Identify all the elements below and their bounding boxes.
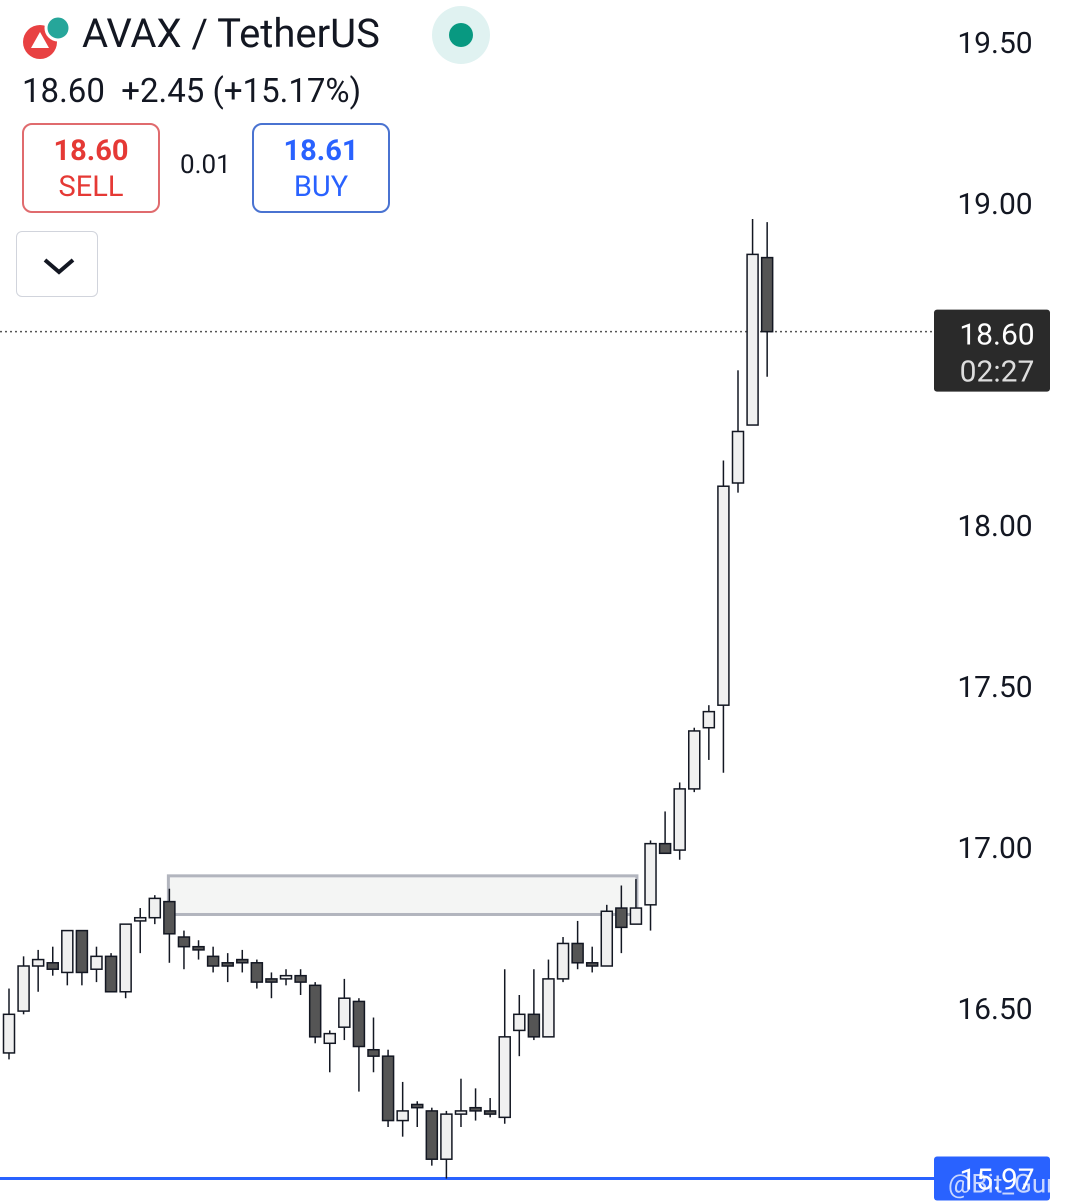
y-tick-label: 17.00 <box>957 831 1032 866</box>
candle-down <box>410 1103 424 1109</box>
candle-down <box>177 936 191 948</box>
candle-down <box>46 962 59 970</box>
price: 18.60 <box>22 72 105 111</box>
price-tag-countdown: 02:27 <box>960 355 1035 390</box>
candle-up <box>90 955 103 970</box>
candle-up <box>644 842 657 906</box>
candle-down <box>658 842 672 855</box>
candle-up <box>454 1110 468 1115</box>
symbol-icon <box>23 14 72 59</box>
price-tag <box>934 309 1050 392</box>
candle-down <box>75 929 89 974</box>
zone-box <box>166 874 639 916</box>
sell-label: SELL <box>58 170 124 204</box>
candle-down <box>425 1110 439 1160</box>
candle-down <box>571 942 584 964</box>
candle-up <box>673 788 686 851</box>
candle-down <box>352 1000 366 1048</box>
chevron <box>43 258 75 275</box>
buy-price: 18.61 <box>283 134 359 168</box>
candle-up <box>323 1032 337 1045</box>
candle-down <box>265 978 278 983</box>
candle-down <box>250 962 264 983</box>
candle-up <box>629 907 643 925</box>
candle-down <box>163 900 176 935</box>
market-status[interactable] <box>432 6 490 64</box>
candle-up <box>279 974 293 980</box>
candle-down <box>104 955 118 993</box>
buy-button[interactable]: 18.61 BUY <box>252 123 390 213</box>
candle-down <box>615 907 628 929</box>
candle-up <box>513 1013 526 1032</box>
candle-up <box>731 430 745 484</box>
candle-up <box>542 978 555 1038</box>
candle-down <box>483 1110 497 1115</box>
candle-up <box>600 910 614 967</box>
candle-up <box>148 897 162 919</box>
candle-up <box>556 942 570 980</box>
candle-down <box>236 958 249 964</box>
low-tag-value: 15.97 <box>959 1163 1034 1198</box>
spread: 0.01 <box>180 150 231 180</box>
candle-down <box>367 1048 380 1057</box>
y-tick-label: 16.50 <box>957 992 1032 1027</box>
candle-down <box>308 984 322 1038</box>
change: +2.45 <box>121 72 205 111</box>
candle-up <box>702 710 716 729</box>
candle-down <box>760 256 774 333</box>
collapse-button[interactable] <box>16 231 98 297</box>
candle-down <box>192 945 205 951</box>
candle-up <box>688 730 701 790</box>
y-tick-label: 19.50 <box>957 26 1032 61</box>
price-line: 18.60 +2.45 (+15.17%) <box>22 72 361 111</box>
candle-up <box>17 965 30 1012</box>
y-tick-label: 19.00 <box>957 187 1032 222</box>
candle-up <box>31 958 45 967</box>
y-tick-label: 17.50 <box>957 670 1032 705</box>
candle-up <box>440 1113 453 1160</box>
candle-up <box>61 929 74 974</box>
candle-down <box>206 955 220 967</box>
sell-price: 18.60 <box>53 134 129 168</box>
candle-up <box>746 253 759 426</box>
candle-up <box>119 923 132 993</box>
candle-down <box>294 974 307 983</box>
candle-down <box>469 1106 482 1112</box>
candle-up <box>717 485 730 706</box>
candle-down <box>221 962 234 967</box>
change-pct: (+15.17%) <box>212 72 362 111</box>
candle-up <box>498 1036 511 1119</box>
candle-down <box>381 1055 395 1122</box>
y-tick-label: 18.00 <box>957 509 1032 544</box>
candle-down <box>527 1013 541 1038</box>
candle-down <box>585 962 599 967</box>
price-tag-value: 18.60 <box>959 318 1034 353</box>
watermark: @Bit_Guru <box>948 1170 1069 1200</box>
candle-up <box>133 916 147 922</box>
low-tag <box>934 1156 1050 1201</box>
candle-up <box>396 1110 409 1122</box>
symbol-title: AVAX / TetherUS <box>82 10 380 57</box>
sell-button[interactable]: 18.60 SELL <box>22 123 160 213</box>
candle-up <box>338 997 351 1028</box>
candle-up <box>2 1013 16 1054</box>
buy-label: BUY <box>293 170 349 204</box>
